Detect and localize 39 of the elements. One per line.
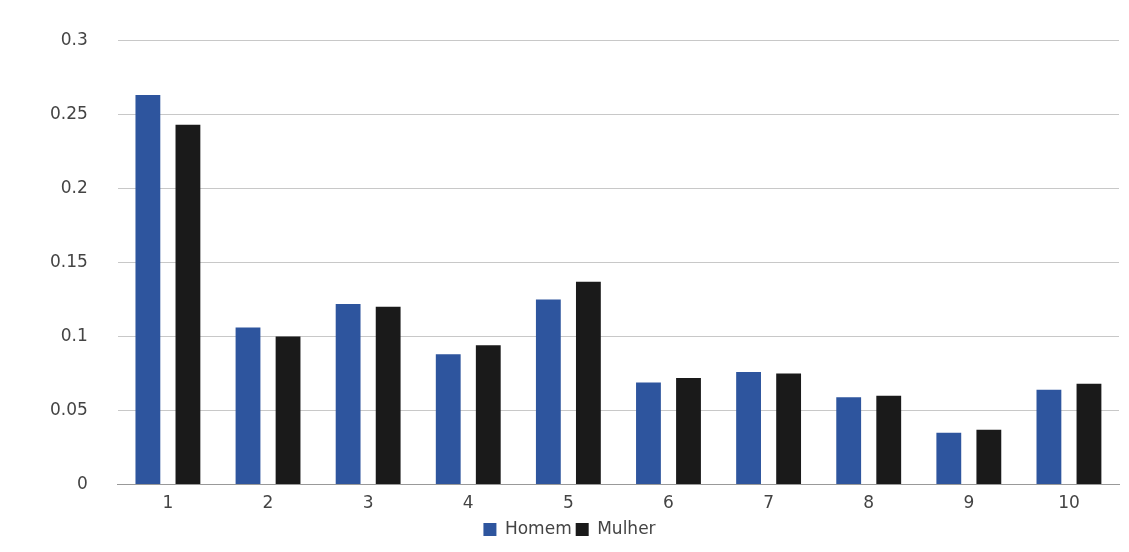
x-tick-label: 4 [462, 492, 474, 513]
x-tick-label: 2 [262, 492, 274, 513]
x-tick-label: 8 [863, 492, 875, 513]
bar [636, 382, 661, 485]
bar [575, 281, 601, 485]
bar [375, 306, 401, 485]
bar [936, 432, 962, 485]
bar [836, 397, 862, 485]
bar [135, 95, 161, 485]
x-tick-label: 1 [162, 492, 174, 513]
y-tick-label: 0.05 [49, 398, 88, 419]
x-tick-label: 10 [1058, 492, 1080, 513]
x-tick-label: 6 [663, 492, 674, 513]
bar [275, 336, 301, 485]
y-tick-label: 0.2 [60, 176, 88, 197]
x-tick-label: 5 [562, 492, 574, 513]
bar [976, 429, 1002, 485]
bar [235, 327, 261, 485]
bar [175, 124, 201, 485]
x-tick-label: 3 [362, 492, 374, 513]
bar [776, 373, 802, 485]
bar [335, 303, 361, 485]
y-tick-label: 0.1 [60, 324, 88, 345]
y-tick-label: 0.25 [49, 102, 88, 123]
bar [1076, 383, 1102, 485]
legend-label: Mulher [597, 517, 656, 538]
bar [676, 377, 701, 485]
bar [736, 372, 761, 485]
x-tick-label: 9 [963, 492, 975, 513]
bar [435, 354, 461, 485]
y-tick-label: 0 [77, 473, 88, 494]
bar [475, 345, 501, 485]
x-tick-label: 7 [763, 492, 775, 513]
bar [1036, 389, 1062, 485]
bar [876, 395, 902, 485]
y-tick-label: 0.3 [60, 28, 88, 49]
bar [535, 299, 561, 485]
y-tick-label: 0.15 [49, 250, 88, 271]
legend-label: Homem [504, 517, 572, 538]
